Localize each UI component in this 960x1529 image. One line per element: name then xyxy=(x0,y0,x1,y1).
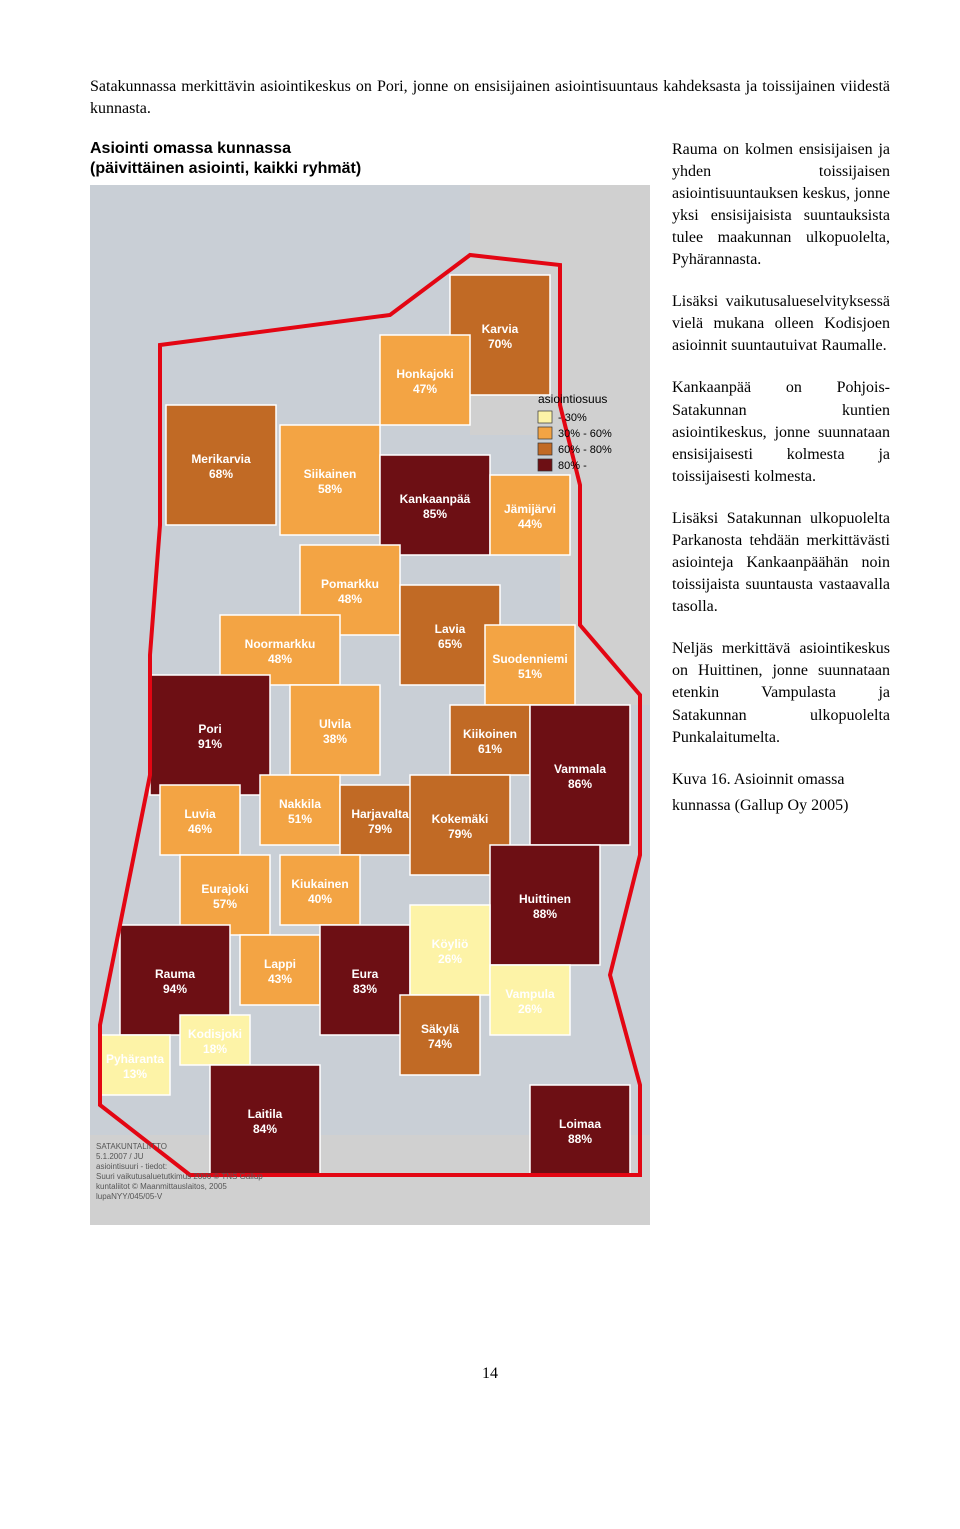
municipality-label: Nakkila xyxy=(279,797,321,811)
municipality-label: Rauma xyxy=(155,967,195,981)
municipality-pct: 13% xyxy=(123,1067,147,1081)
municipality-label: Siikainen xyxy=(304,467,357,481)
legend-label: 80% - xyxy=(558,460,587,472)
municipality-pct: 91% xyxy=(198,737,222,751)
municipality-pct: 46% xyxy=(188,822,212,836)
municipality-pct: 48% xyxy=(268,652,292,666)
map-column: Asiointi omassa kunnassa (päivittäinen a… xyxy=(90,139,650,1225)
municipality-label: Köyliö xyxy=(432,937,469,951)
municipality-label: Jämijärvi xyxy=(504,502,556,516)
municipality-label: Pomarkku xyxy=(321,577,379,591)
figure-caption-2: kunnassa (Gallup Oy 2005) xyxy=(672,795,890,817)
content-row: Asiointi omassa kunnassa (päivittäinen a… xyxy=(90,139,890,1225)
credit-line: SATAKUNTALIITTO xyxy=(96,1142,167,1151)
municipality-label: Kiukainen xyxy=(291,877,348,891)
municipality-label: Kankaanpää xyxy=(400,492,471,506)
intro-paragraph: Satakunnassa merkittävin asiointikeskus … xyxy=(90,76,890,121)
para-3: Kankaanpää on Pohjois-Satakunnan kuntien… xyxy=(672,377,890,487)
municipality-pct: 86% xyxy=(568,777,592,791)
municipality-pct: 43% xyxy=(268,972,292,986)
legend-swatch xyxy=(538,411,552,423)
page-number: 14 xyxy=(90,1365,890,1383)
municipality-pct: 44% xyxy=(518,517,542,531)
municipality-label: Lappi xyxy=(264,957,296,971)
municipality-label: Kokemäki xyxy=(432,812,489,826)
municipality-label: Eura xyxy=(352,967,379,981)
municipality-pct: 61% xyxy=(478,742,502,756)
credit-line: kuntaliitot © Maanmittauslaitos, 2005 xyxy=(96,1182,227,1191)
map-title: Asiointi omassa kunnassa (päivittäinen a… xyxy=(90,139,650,179)
municipality-label: Suodenniemi xyxy=(492,652,567,666)
municipality-pct: 51% xyxy=(288,812,312,826)
page: Satakunnassa merkittävin asiointikeskus … xyxy=(0,0,960,1423)
legend-label: 60% - 80% xyxy=(558,444,612,456)
map-svg: Karvia70% Honkajoki47% Merikarvia68% Siikai… xyxy=(90,185,650,1225)
municipality-pct: 68% xyxy=(209,467,233,481)
para-5: Neljäs merkittävä asiointikeskus on Huit… xyxy=(672,638,890,748)
legend-label: 30% - 60% xyxy=(558,428,612,440)
legend-swatch xyxy=(538,443,552,455)
map-title-line2: (päivittäinen asiointi, kaikki ryhmät) xyxy=(90,160,361,177)
municipality-label: Ulvila xyxy=(319,717,351,731)
municipality-label: Lavia xyxy=(435,622,466,636)
municipality-pct: 48% xyxy=(338,592,362,606)
municipality-pct: 79% xyxy=(448,827,472,841)
municipality-label: Huittinen xyxy=(519,892,571,906)
para-4: Lisäksi Satakunnan ulkopuolelta Parkanos… xyxy=(672,508,890,618)
municipality-label: Loimaa xyxy=(559,1117,601,1131)
municipality-pct: 57% xyxy=(213,897,237,911)
municipality-pct: 38% xyxy=(323,732,347,746)
municipality-label: Merikarvia xyxy=(191,452,251,466)
legend-label: - 30% xyxy=(558,412,587,424)
municipality-label: Säkylä xyxy=(421,1022,459,1036)
map-title-line1: Asiointi omassa kunnassa xyxy=(90,140,291,157)
municipality-pct: 88% xyxy=(533,907,557,921)
municipality-label: Pori xyxy=(198,722,221,736)
credit-line: 5.1.2007 / JU xyxy=(96,1152,144,1161)
municipality-label: Pyhäranta xyxy=(106,1052,164,1066)
credit-line: Suuri vaikutusaluetutkimus 2006 © TNS Ga… xyxy=(96,1172,263,1181)
municipality-pct: 70% xyxy=(488,337,512,351)
text-column: Rauma on kolmen ensisijaisen ja yhden to… xyxy=(672,139,890,837)
municipality-label: Honkajoki xyxy=(396,367,453,381)
municipality-pct: 84% xyxy=(253,1122,277,1136)
municipality-pct: 58% xyxy=(318,482,342,496)
municipality-pct: 94% xyxy=(163,982,187,996)
municipality-pct: 65% xyxy=(438,637,462,651)
municipality-pct: 47% xyxy=(413,382,437,396)
municipality-label: Kodisjoki xyxy=(188,1027,242,1041)
municipality-label: Luvia xyxy=(184,807,216,821)
municipality-pct: 18% xyxy=(203,1042,227,1056)
municipality-pct: 88% xyxy=(568,1132,592,1146)
municipality-pct: 79% xyxy=(368,822,392,836)
municipality-label: Vampula xyxy=(505,987,555,1001)
municipality-pct: 51% xyxy=(518,667,542,681)
municipality-label: Kiikoinen xyxy=(463,727,517,741)
legend-swatch xyxy=(538,427,552,439)
municipality-pct: 74% xyxy=(428,1037,452,1051)
legend-swatch xyxy=(538,459,552,471)
figure-caption-1: Kuva 16. Asioinnit omassa xyxy=(672,769,890,791)
credit-line: lupaNYY/045/05-V xyxy=(96,1192,163,1201)
municipality-pct: 85% xyxy=(423,507,447,521)
municipality-pct: 40% xyxy=(308,892,332,906)
municipality-label: Vammala xyxy=(554,762,606,776)
municipality-label: Karvia xyxy=(482,322,519,336)
para-2: Lisäksi vaikutusalueselvityksessä vielä … xyxy=(672,291,890,357)
municipality-label: Eurajoki xyxy=(201,882,248,896)
legend-title: asiointiosuus xyxy=(538,392,607,406)
municipality-label: Harjavalta xyxy=(351,807,409,821)
municipality-pct: 26% xyxy=(438,952,462,966)
municipality-label: Laitila xyxy=(248,1107,283,1121)
municipality-label: Noormarkku xyxy=(245,637,316,651)
credit-line: asiointisuuri - tiedot: xyxy=(96,1162,167,1171)
municipality-pct: 26% xyxy=(518,1002,542,1016)
municipality-pct: 83% xyxy=(353,982,377,996)
para-1: Rauma on kolmen ensisijaisen ja yhden to… xyxy=(672,139,890,271)
